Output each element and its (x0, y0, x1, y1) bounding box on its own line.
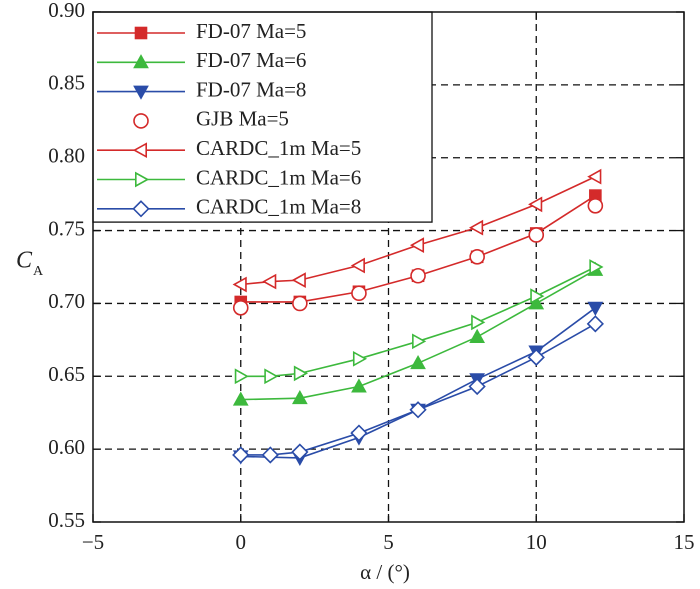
y-tick-label: 0.70 (48, 289, 85, 313)
y-tick-label: 0.65 (48, 362, 85, 386)
legend-marker (133, 113, 149, 129)
marker (232, 391, 249, 406)
marker (350, 257, 365, 274)
y-axis-label: C (16, 248, 33, 274)
legend-label: CARDC_1m Ma=5 (196, 136, 361, 160)
y-tick-label: 0.80 (48, 144, 85, 168)
marker (293, 365, 308, 382)
marker (469, 219, 484, 236)
legend-marker (134, 26, 148, 40)
marker (528, 196, 543, 213)
marker (351, 378, 367, 393)
series-line (240, 307, 596, 459)
y-tick-label: 0.85 (48, 71, 85, 95)
marker (469, 328, 486, 343)
marker (291, 443, 309, 461)
y-tick-label: 0.75 (48, 216, 85, 240)
marker (262, 273, 277, 290)
marker (232, 276, 247, 293)
marker (410, 355, 426, 370)
marker (587, 168, 602, 185)
plot-frame (92, 11, 685, 523)
marker (589, 259, 604, 275)
marker (587, 198, 604, 214)
y-tick-label: 0.60 (48, 435, 85, 459)
marker (291, 389, 308, 405)
marker (352, 350, 368, 367)
legend-label: FD-07 Ma=8 (196, 77, 306, 101)
marker (264, 368, 279, 385)
marker (528, 295, 545, 310)
marker (468, 377, 486, 396)
x-axis-label: α / (°) (360, 560, 410, 584)
legend-marker (132, 142, 147, 159)
marker (409, 237, 425, 254)
legend-label: CARDC_1m Ma=8 (196, 195, 361, 219)
legend-label: GJB Ma=5 (196, 107, 289, 131)
legend-label: FD-07 Ma=5 (196, 19, 306, 43)
y-tick-label: 0.55 (48, 508, 85, 532)
marker (232, 299, 249, 316)
marker (528, 227, 545, 243)
marker (527, 348, 545, 366)
marker (471, 314, 486, 331)
marker (232, 446, 250, 464)
marker (469, 248, 485, 265)
x-tick-label: −5 (82, 530, 104, 554)
legend-marker (133, 54, 149, 69)
legend-marker (133, 85, 149, 100)
marker (350, 424, 368, 442)
marker (409, 401, 427, 419)
legend-marker (132, 200, 150, 218)
x-tick-label: 15 (674, 530, 695, 554)
y-axis-label-sub: A (33, 264, 44, 279)
marker (412, 333, 427, 350)
marker (291, 272, 306, 288)
x-tick-label: 0 (236, 530, 247, 554)
legend-marker (135, 171, 150, 188)
y-tick-label: 0.90 (48, 0, 85, 22)
marker (234, 368, 249, 385)
marker (530, 288, 545, 305)
marker (292, 295, 308, 312)
x-tick-label: 10 (526, 530, 547, 554)
x-tick-label: 5 (383, 530, 394, 554)
legend-box (92, 11, 433, 223)
marker (261, 446, 279, 464)
marker (587, 301, 604, 316)
legend-label: CARDC_1m Ma=6 (196, 165, 361, 189)
legend-label: FD-07 Ma=6 (196, 48, 306, 72)
marker (351, 285, 367, 302)
marker (410, 267, 426, 284)
marker (586, 315, 604, 333)
